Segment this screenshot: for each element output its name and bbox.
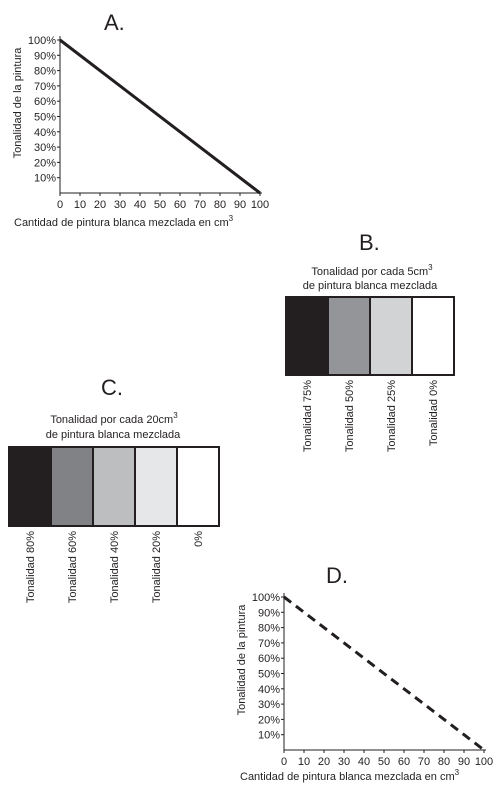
panel-d-xtick-label: 10 — [298, 756, 310, 768]
panel-d-ytick-label: 70% — [258, 638, 280, 650]
panel-d-xtick-label: 30 — [338, 756, 350, 768]
panel-c-swatches: Tonalidad 80% Tonalidad 60% Tonalidad 40% T… — [8, 446, 220, 603]
panel-d-xtick-label: 70 — [418, 756, 430, 768]
panel-a-xtick-label: 70 — [194, 199, 206, 211]
panel-c-swatch — [134, 446, 178, 527]
panel-b-swatch — [411, 296, 455, 376]
panel-c-letter: C. — [101, 375, 123, 400]
panel-c-swatch — [8, 446, 52, 527]
panel-d-xtick-label: 20 — [318, 756, 330, 768]
panel-b-swatches: Tonalidad 75% Tonalidad 50% Tonalidad 25% T… — [285, 296, 455, 452]
panel-a-chart: 0 10 20 30 40 50 60 70 80 90 100 10% 20% 30% 40% 50% 60%… — [28, 35, 269, 211]
panel-a-ylabel: Tonalidad de la pintura — [12, 47, 24, 159]
panel-a-xtick-label: 80 — [214, 199, 226, 211]
panel-c-swatch-label: Tonalidad 80% — [25, 531, 37, 603]
panel-b-caption-line2: de pintura blanca mezclada — [303, 280, 438, 292]
panel-c-swatch-label: Tonalidad 60% — [67, 531, 79, 603]
panel-d-ytick-label: 30% — [258, 699, 280, 711]
panel-c-caption-line1: Tonalidad por cada 20cm3 — [50, 411, 178, 426]
panel-a-xtick-label: 0 — [57, 199, 63, 211]
panel-d-ytick-label: 60% — [258, 653, 280, 665]
panel-a-xtick-label: 50 — [154, 199, 166, 211]
panel-b-swatch — [285, 296, 329, 376]
panel-d-ytick-label: 90% — [258, 607, 280, 619]
panel-a-xtick-label: 60 — [174, 199, 186, 211]
panel-c-swatch-border — [8, 446, 220, 527]
panel-a-ytick-label: 50% — [34, 112, 56, 124]
panel-d-data-line — [283, 595, 485, 752]
panel-b: B. Tonalidad por cada 5cm3 de pintura bl… — [285, 230, 455, 452]
panel-d-ytick-label: 80% — [258, 623, 280, 635]
panel-d-xlabel: Cantidad de pintura blanca mezclada en c… — [240, 768, 460, 783]
panel-d-ytick-label: 100% — [252, 592, 280, 604]
panel-b-swatch-label: Tonalidad 0% — [428, 380, 440, 446]
panel-d-xtick-label: 100 — [475, 756, 493, 768]
panel-a-xtick-label: 20 — [94, 199, 106, 211]
panel-b-swatch-border — [285, 296, 455, 376]
panel-a-data-line — [59, 38, 261, 195]
panel-d-ytick-label: 40% — [258, 684, 280, 696]
panel-a-ytick-label: 80% — [34, 66, 56, 78]
panel-a-ytick-label: 60% — [34, 96, 56, 108]
panel-d-chart: 0 10 20 30 40 50 60 70 80 90 100 10% 20% 30% 40% 50% 60%… — [252, 592, 493, 768]
panel-a-ytick-label: 10% — [34, 173, 56, 185]
panel-c-swatch-label: 0% — [193, 531, 205, 547]
panel-c-swatch-label: Tonalidad 20% — [151, 531, 163, 603]
panel-d-xtick-label: 90 — [458, 756, 470, 768]
panel-a-xlabel: Cantidad de pintura blanca mezclada en c… — [14, 214, 234, 229]
panel-c: C. Tonalidad por cada 20cm3 de pintura b… — [8, 375, 220, 603]
panel-c-swatch-label: Tonalidad 40% — [109, 531, 121, 603]
panel-a-xtick-label: 10 — [74, 199, 86, 211]
panel-a-ytick-label: 90% — [34, 50, 56, 62]
panel-d-ytick-label: 10% — [258, 730, 280, 742]
panel-b-swatch-label: Tonalidad 75% — [302, 380, 314, 452]
panel-a-xtick-label: 30 — [114, 199, 126, 211]
panel-d-xtick-label: 0 — [281, 756, 287, 768]
panel-a-ytick-label: 100% — [28, 35, 56, 47]
panel-b-swatch-label: Tonalidad 25% — [386, 380, 398, 452]
panel-a: A. 0 10 20 30 40 50 60 70 80 90 100 10% 20% 30% 40% 50%… — [12, 10, 269, 229]
panel-c-swatch — [50, 446, 94, 527]
panel-a-xtick-label: 100 — [251, 199, 269, 211]
panel-b-swatch — [369, 296, 413, 376]
panel-d-xtick-label: 50 — [378, 756, 390, 768]
panel-d-xtick-label: 40 — [358, 756, 370, 768]
panel-a-ytick-label: 20% — [34, 157, 56, 169]
panel-a-ytick-label: 70% — [34, 81, 56, 93]
panel-d-letter: D. — [326, 563, 348, 588]
panel-a-ytick-label: 30% — [34, 142, 56, 154]
panel-a-xtick-label: 40 — [134, 199, 146, 211]
panel-c-swatch — [176, 446, 220, 527]
panel-a-letter: A. — [104, 10, 125, 35]
panel-b-swatch — [327, 296, 371, 376]
panel-d-xtick-label: 80 — [438, 756, 450, 768]
panel-b-letter: B. — [359, 230, 380, 255]
panel-b-caption-line1: Tonalidad por cada 5cm3 — [311, 263, 433, 278]
panel-d: D. 0 10 20 30 40 50 60 70 80 90 100 10% 20% 30% 40% 50%… — [236, 563, 493, 783]
panel-d-ylabel: Tonalidad de la pintura — [236, 604, 248, 716]
panel-d-ytick-label: 20% — [258, 714, 280, 726]
panel-c-swatch — [92, 446, 136, 527]
panel-c-caption-line2: de pintura blanca mezclada — [46, 429, 181, 441]
panel-a-xtick-label: 90 — [234, 199, 246, 211]
panel-d-xtick-label: 60 — [398, 756, 410, 768]
panel-d-ytick-label: 50% — [258, 669, 280, 681]
panel-a-ytick-label: 40% — [34, 127, 56, 139]
panel-b-swatch-label: Tonalidad 50% — [344, 380, 356, 452]
